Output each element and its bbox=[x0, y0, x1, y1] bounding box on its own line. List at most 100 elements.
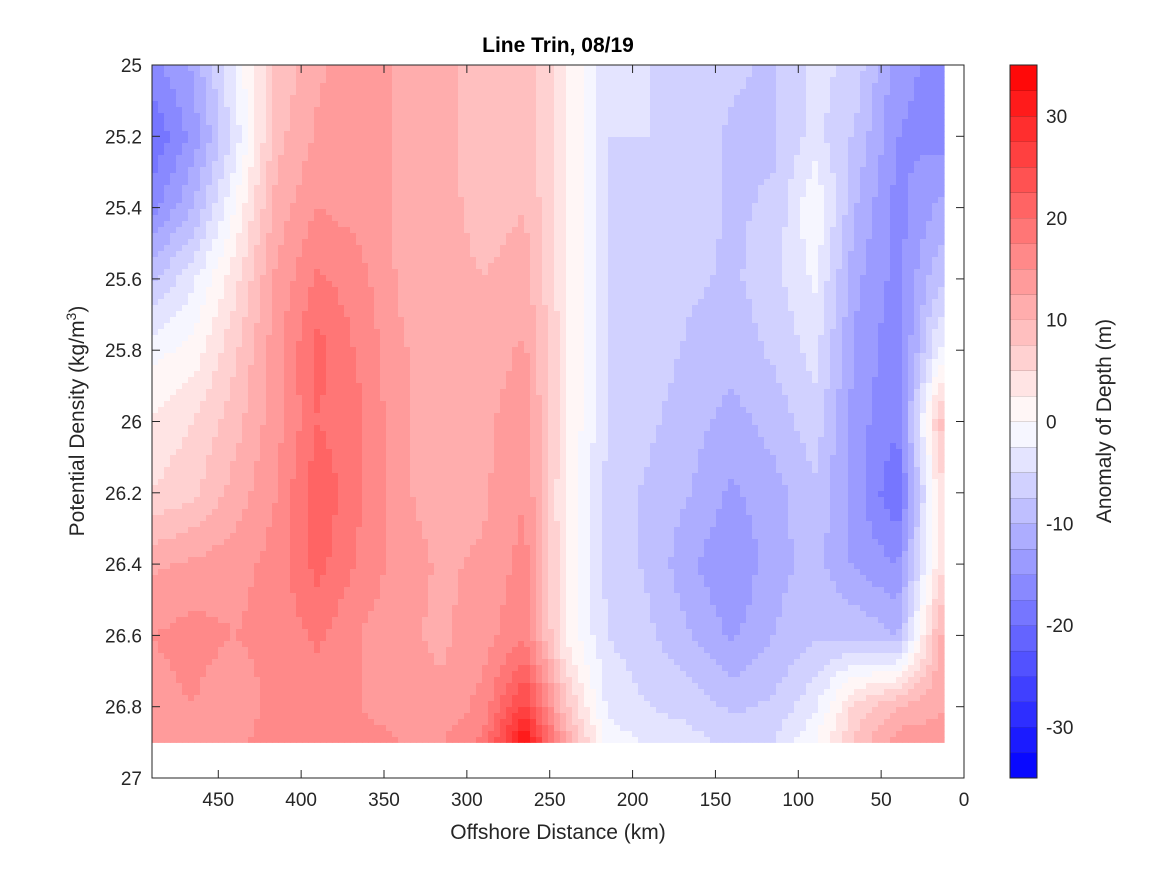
contour-cell bbox=[512, 95, 519, 102]
contour-cell bbox=[440, 161, 447, 168]
contour-cell bbox=[818, 221, 825, 228]
contour-cell bbox=[806, 83, 813, 90]
contour-cell bbox=[710, 221, 717, 228]
contour-cell bbox=[536, 239, 543, 246]
contour-cell bbox=[440, 173, 447, 180]
contour-cell bbox=[374, 161, 381, 168]
contour-cell bbox=[554, 275, 561, 282]
contour-cell bbox=[794, 101, 801, 108]
contour-cell bbox=[842, 89, 849, 96]
contour-cell bbox=[242, 101, 249, 108]
contour-cell bbox=[764, 173, 771, 180]
contour-cell bbox=[248, 89, 255, 96]
contour-cell bbox=[746, 107, 753, 114]
contour-cell bbox=[368, 119, 375, 126]
contour-cell bbox=[302, 257, 309, 264]
contour-cell bbox=[584, 161, 591, 168]
contour-cell bbox=[416, 125, 423, 132]
contour-cell bbox=[422, 203, 429, 210]
contour-cell bbox=[878, 191, 885, 198]
contour-cell bbox=[290, 221, 297, 228]
contour-cell bbox=[416, 275, 423, 282]
contour-cell bbox=[674, 77, 681, 84]
contour-cell bbox=[662, 125, 669, 132]
contour-cell bbox=[206, 203, 213, 210]
contour-cell bbox=[566, 167, 573, 174]
contour-cell bbox=[410, 119, 417, 126]
contour-cell bbox=[668, 245, 675, 252]
contour-cell bbox=[908, 131, 915, 138]
contour-cell bbox=[410, 179, 417, 186]
contour-cell bbox=[680, 167, 687, 174]
contour-cell bbox=[884, 137, 891, 144]
contour-cell bbox=[350, 221, 357, 228]
contour-cell bbox=[662, 215, 669, 222]
contour-cell bbox=[320, 269, 327, 276]
contour-cell bbox=[554, 149, 561, 156]
contour-cell bbox=[416, 239, 423, 246]
contour-cell bbox=[512, 239, 519, 246]
contour-cell bbox=[890, 275, 897, 282]
contour-cell bbox=[428, 269, 435, 276]
contour-cell bbox=[752, 149, 759, 156]
contour-cell bbox=[710, 83, 717, 90]
contour-cell bbox=[776, 149, 783, 156]
contour-cell bbox=[362, 227, 369, 234]
contour-cell bbox=[344, 263, 351, 270]
contour-cell bbox=[206, 287, 213, 294]
contour-cell bbox=[578, 203, 585, 210]
contour-cell bbox=[206, 269, 213, 276]
contour-cell bbox=[542, 179, 549, 186]
contour-cell bbox=[860, 89, 867, 96]
contour-cell bbox=[692, 161, 699, 168]
contour-cell bbox=[344, 155, 351, 162]
contour-cell bbox=[314, 65, 321, 72]
contour-cell bbox=[230, 89, 237, 96]
contour-cell bbox=[740, 227, 747, 234]
contour-cell bbox=[764, 65, 771, 72]
contour-cell bbox=[590, 287, 597, 294]
contour-cell bbox=[470, 191, 477, 198]
contour-cell bbox=[752, 173, 759, 180]
contour-cell bbox=[920, 263, 927, 270]
contour-cell bbox=[176, 89, 183, 96]
contour-cell bbox=[734, 263, 741, 270]
contour-cell bbox=[398, 209, 405, 216]
contour-cell bbox=[752, 125, 759, 132]
contour-cell bbox=[170, 167, 177, 174]
contour-cell bbox=[758, 209, 765, 216]
contour-cell bbox=[770, 251, 777, 258]
contour-cell bbox=[830, 221, 837, 228]
contour-cell bbox=[404, 149, 411, 156]
contour-cell bbox=[482, 149, 489, 156]
contour-cell bbox=[866, 161, 873, 168]
contour-cell bbox=[494, 215, 501, 222]
contour-cell bbox=[440, 95, 447, 102]
contour-cell bbox=[908, 95, 915, 102]
contour-cell bbox=[356, 149, 363, 156]
contour-cell bbox=[932, 89, 939, 96]
contour-cell bbox=[356, 281, 363, 288]
contour-cell bbox=[644, 89, 651, 96]
contour-cell bbox=[914, 203, 921, 210]
contour-cell bbox=[704, 77, 711, 84]
contour-cell bbox=[158, 173, 165, 180]
contour-cell bbox=[854, 83, 861, 90]
contour-cell bbox=[338, 107, 345, 114]
contour-cell bbox=[548, 191, 555, 198]
contour-cell bbox=[542, 227, 549, 234]
contour-cell bbox=[530, 215, 537, 222]
contour-cell bbox=[584, 239, 591, 246]
contour-cell bbox=[590, 149, 597, 156]
contour-cell bbox=[422, 215, 429, 222]
contour-cell bbox=[914, 263, 921, 270]
contour-cell bbox=[152, 107, 159, 114]
contour-cell bbox=[272, 83, 279, 90]
contour-cell bbox=[812, 281, 819, 288]
contour-cell bbox=[404, 245, 411, 252]
contour-cell bbox=[848, 167, 855, 174]
contour-cell bbox=[428, 245, 435, 252]
contour-cell bbox=[422, 65, 429, 72]
contour-cell bbox=[896, 233, 903, 240]
contour-cell bbox=[380, 101, 387, 108]
